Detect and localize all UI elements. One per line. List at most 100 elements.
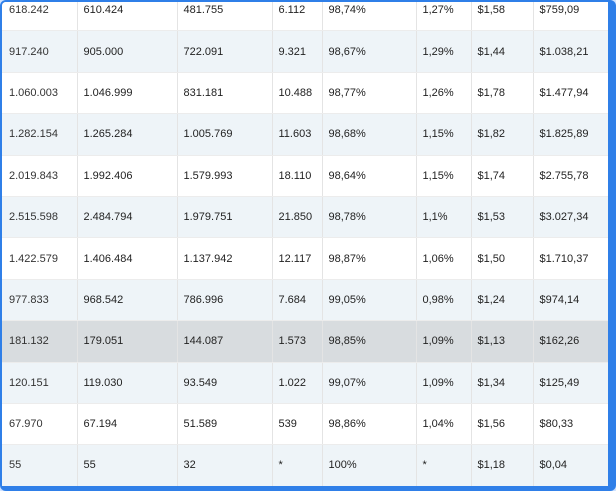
table-cell: 67.194 (77, 403, 178, 446)
table-cell: 1.005.769 (177, 113, 273, 156)
table-cell: 55 (77, 444, 178, 486)
table-cell: $1,50 (471, 237, 534, 280)
table-cell: 98,87% (322, 237, 417, 280)
table-cell: 0,98% (416, 279, 472, 322)
table-row[interactable]: 618.242 610.424 481.755 6.112 98,74% 1,27% $1,… (2, 2, 608, 32)
table-cell: 2.484.794 (77, 196, 178, 239)
table-cell: $1,78 (471, 72, 534, 115)
table-cell: 539 (272, 403, 323, 446)
table-cell: 1.022 (272, 362, 323, 404)
table-row[interactable]: 181.132 179.051 144.087 1.573 98,85% 1,09% $1,… (2, 320, 608, 363)
table-cell: 618.242 (2, 2, 78, 32)
table-cell: 98,67% (322, 30, 417, 73)
table-cell: 977.833 (2, 279, 78, 322)
table-cell: $1.825,89 (533, 113, 608, 156)
table-cell: 18.110 (272, 155, 323, 197)
table-row[interactable]: 977.833 968.542 786.996 7.684 99,05% 0,98% $1,… (2, 279, 608, 322)
table-row[interactable]: 1.422.579 1.406.484 1.137.942 12.117 98,87% 1… (2, 237, 608, 280)
table-cell: 1,26% (416, 72, 472, 115)
table-cell: 1.060.003 (2, 72, 78, 115)
table-cell: 1,29% (416, 30, 472, 73)
table-cell: 120.151 (2, 362, 78, 404)
table-cell: $1.477,94 (533, 72, 608, 115)
table-cell: $162,26 (533, 320, 608, 363)
table-cell: $1,53 (471, 196, 534, 239)
table-cell: $974,14 (533, 279, 608, 322)
table-cell: 1.573 (272, 320, 323, 363)
table-cell: $1,44 (471, 30, 534, 73)
table-cell: 7.684 (272, 279, 323, 322)
table-cell: $3.027,34 (533, 196, 608, 239)
stats-table-body: 618.242 610.424 481.755 6.112 98,74% 1,27% $1,… (2, 2, 608, 486)
table-cell: 98,64% (322, 155, 417, 197)
table-cell: 1.992.406 (77, 155, 178, 197)
stats-table: 618.242 610.424 481.755 6.112 98,74% 1,27% $1,… (2, 2, 608, 486)
table-cell: 98,86% (322, 403, 417, 446)
table-cell: 93.549 (177, 362, 273, 404)
table-cell: 1.406.484 (77, 237, 178, 280)
table-cell: 917.240 (2, 30, 78, 73)
table-cell: 905.000 (77, 30, 178, 73)
table-cell: 1,15% (416, 113, 472, 156)
table-cell: 100% (322, 444, 417, 486)
table-cell: 9.321 (272, 30, 323, 73)
table-row[interactable]: 1.282.154 1.265.284 1.005.769 11.603 98,68% 1… (2, 113, 608, 156)
table-cell: 1.137.942 (177, 237, 273, 280)
table-cell: 2.019.843 (2, 155, 78, 197)
table-cell: 1.282.154 (2, 113, 78, 156)
table-cell: 99,05% (322, 279, 417, 322)
table-row[interactable]: 2.019.843 1.992.406 1.579.993 18.110 98,64% 1… (2, 155, 608, 197)
table-cell: $1,74 (471, 155, 534, 197)
table-cell: $1.038,21 (533, 30, 608, 73)
table-cell: 610.424 (77, 2, 178, 32)
table-cell: 119.030 (77, 362, 178, 404)
table-cell: 1,06% (416, 237, 472, 280)
table-row[interactable]: 917.240 905.000 722.091 9.321 98,67% 1,29% $1,… (2, 30, 608, 73)
table-cell: 6.112 (272, 2, 323, 32)
table-cell: $1,56 (471, 403, 534, 446)
table-row[interactable]: 67.970 67.194 51.589 539 98,86% 1,04% $1,56 $80… (2, 403, 608, 446)
table-cell: 12.117 (272, 237, 323, 280)
table-cell: 67.970 (2, 403, 78, 446)
table-cell: $1,18 (471, 444, 534, 486)
table-cell: $1,58 (471, 2, 534, 32)
table-cell: * (416, 444, 472, 486)
table-cell: 10.488 (272, 72, 323, 115)
table-cell: 98,77% (322, 72, 417, 115)
table-row[interactable]: 55 55 32 * 100% * $1,18 $0,04 (2, 444, 608, 486)
table-cell: 1,09% (416, 362, 472, 404)
table-cell: $80,33 (533, 403, 608, 446)
table-cell: 481.755 (177, 2, 273, 32)
table-cell: * (272, 444, 323, 486)
table-row[interactable]: 2.515.598 2.484.794 1.979.751 21.850 98,78% 1… (2, 196, 608, 239)
table-cell: 1,27% (416, 2, 472, 32)
table-cell: 98,74% (322, 2, 417, 32)
table-cell: 98,68% (322, 113, 417, 156)
table-cell: 722.091 (177, 30, 273, 73)
table-cell: 1.979.751 (177, 196, 273, 239)
table-cell: $1,13 (471, 320, 534, 363)
table-cell: 98,85% (322, 320, 417, 363)
table-cell: $2.755,78 (533, 155, 608, 197)
table-cell: 21.850 (272, 196, 323, 239)
table-cell: 1.422.579 (2, 237, 78, 280)
table-cell: $0,04 (533, 444, 608, 486)
table-cell: $1,24 (471, 279, 534, 322)
table-row[interactable]: 1.060.003 1.046.999 831.181 10.488 98,77% 1,2… (2, 72, 608, 115)
table-cell: 32 (177, 444, 273, 486)
table-cell: 1,04% (416, 403, 472, 446)
table-row[interactable]: 120.151 119.030 93.549 1.022 99,07% 1,09% $1,3… (2, 362, 608, 404)
stats-table-area: 618.242 610.424 481.755 6.112 98,74% 1,27% $1,… (2, 2, 608, 486)
table-cell: 1.579.993 (177, 155, 273, 197)
table-cell: 1.046.999 (77, 72, 178, 115)
table-cell: 11.603 (272, 113, 323, 156)
table-cell: $1,82 (471, 113, 534, 156)
table-cell: $759,09 (533, 2, 608, 32)
table-cell: 179.051 (77, 320, 178, 363)
table-cell: $125,49 (533, 362, 608, 404)
table-cell: $1.710,37 (533, 237, 608, 280)
table-cell: 2.515.598 (2, 196, 78, 239)
table-cell: 1,15% (416, 155, 472, 197)
table-cell: 181.132 (2, 320, 78, 363)
